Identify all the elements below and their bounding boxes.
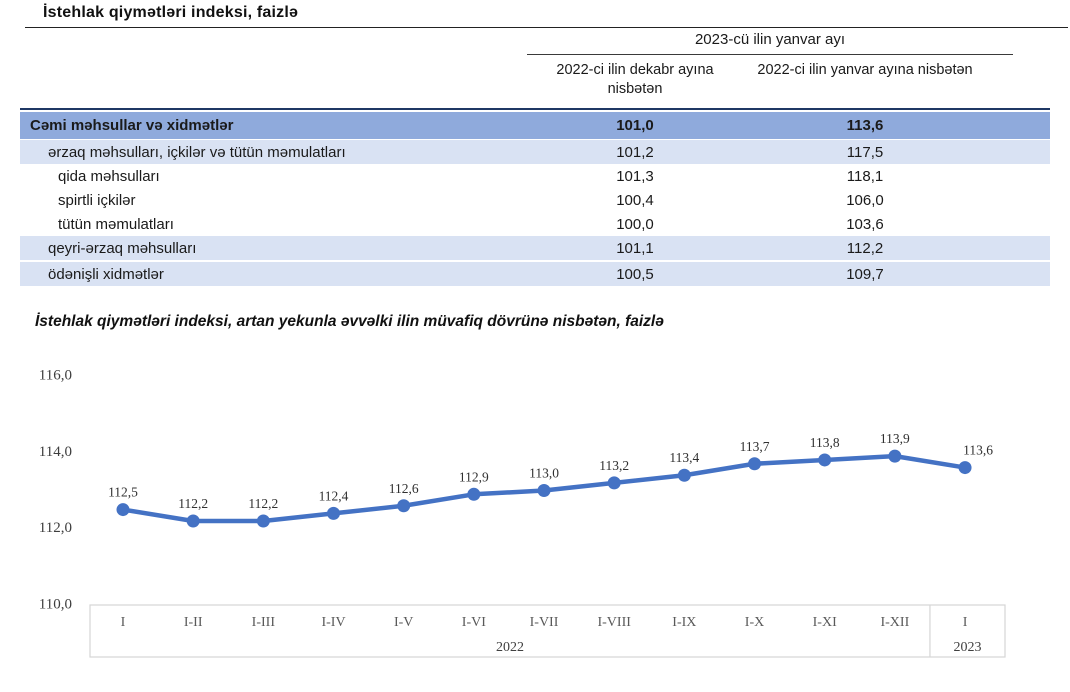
- x-axis-label: I-VI: [462, 615, 486, 630]
- row-value: 100,0: [616, 215, 654, 233]
- data-label: 112,5: [108, 485, 138, 500]
- row-label: ərzaq məhsulları, içkilər və tütün məmul…: [48, 143, 346, 161]
- chart-area: 110,0 112,0 114,0 116,0 I I-II I-III I-IV I-V I-V…: [0, 360, 1070, 692]
- x-axis-label: I-XI: [813, 615, 837, 630]
- row-label: spirtli içkilər: [58, 191, 136, 209]
- table-row: qeyri-ərzaq məhsulları 101,1 112,2: [20, 236, 1050, 260]
- x-axis-label: I-VII: [530, 615, 559, 630]
- row-label: Cəmi məhsullar və xidmətlər: [30, 117, 234, 134]
- title-underline: [25, 27, 1068, 28]
- x-axis-label: I-VIII: [597, 615, 631, 630]
- data-label: 113,6: [963, 443, 993, 458]
- data-point: [958, 461, 972, 475]
- data-label: 113,0: [529, 465, 559, 480]
- x-axis-label: I-III: [252, 615, 276, 630]
- row-value: 106,0: [846, 191, 884, 209]
- y-axis-label: 116,0: [39, 367, 72, 383]
- data-point: [397, 499, 411, 513]
- data-point: [256, 514, 270, 528]
- x-axis-label: I-II: [184, 615, 203, 630]
- data-point: [607, 476, 621, 490]
- row-value: 100,5: [616, 265, 654, 283]
- chart-title: İstehlak qiymətləri indeksi, artan yekun…: [35, 313, 664, 330]
- row-value: 118,1: [846, 167, 884, 185]
- row-label: qida məhsulları: [58, 167, 160, 185]
- row-label: qeyri-ərzaq məhsulları: [48, 239, 197, 257]
- x-axis-label: I-IX: [672, 615, 696, 630]
- table-row: ödənişli xidmətlər 100,5 109,7: [20, 262, 1050, 286]
- x-axis-label: I: [121, 615, 126, 630]
- row-value: 101,0: [616, 117, 654, 134]
- row-value: 113,6: [846, 117, 884, 134]
- data-point: [186, 514, 200, 528]
- data-point: [818, 453, 832, 467]
- x-axis-year-2022: 2022: [496, 640, 524, 655]
- table-row: Cəmi məhsullar və xidmətlər 101,0 113,6: [20, 112, 1050, 139]
- data-point: [677, 468, 691, 482]
- table-column-headers: 2022-ci ilin dekabr ayına nisbətən 2022-…: [527, 61, 1013, 99]
- x-axis-label: I-X: [745, 615, 764, 630]
- column-header-december: 2022-ci ilin dekabr ayına nisbətən: [556, 62, 714, 97]
- column-header-january: 2022-ci ilin yanvar ayına nisbətən: [757, 62, 973, 78]
- y-axis-label: 112,0: [39, 520, 72, 536]
- x-axis-year-2023: 2023: [953, 640, 981, 655]
- row-value: 100,4: [616, 191, 654, 209]
- table-row: spirtli içkilər 100,4 106,0: [20, 188, 1050, 212]
- data-point: [467, 487, 481, 501]
- data-label: 113,9: [880, 431, 910, 446]
- x-axis-label: I-XII: [880, 615, 909, 630]
- data-point: [748, 457, 762, 471]
- table-top-rule: [20, 108, 1050, 111]
- data-label: 113,8: [810, 435, 840, 450]
- table-row: ərzaq məhsulları, içkilər və tütün məmul…: [20, 140, 1050, 164]
- row-value: 109,7: [846, 265, 884, 283]
- data-label: 113,2: [599, 458, 629, 473]
- row-value: 101,1: [616, 239, 654, 257]
- chart-svg: 110,0 112,0 114,0 116,0 I I-II I-III I-IV I-V I-V…: [39, 367, 1006, 658]
- y-axis-label: 114,0: [39, 444, 72, 460]
- table-row: tütün məmulatları 100,0 103,6: [20, 212, 1050, 236]
- row-value: 117,5: [846, 143, 884, 161]
- table-group-header: 2023-cü ilin yanvar ayı: [527, 31, 1013, 55]
- row-value: 101,2: [616, 143, 654, 161]
- row-value: 101,3: [616, 167, 654, 185]
- x-axis-label: I-V: [394, 615, 413, 630]
- row-value: 112,2: [846, 239, 884, 257]
- x-axis-box: [89, 604, 1006, 658]
- y-axis-label: 110,0: [39, 596, 72, 612]
- data-point: [116, 503, 130, 517]
- data-label: 112,6: [389, 481, 419, 496]
- row-value: 103,6: [846, 215, 884, 233]
- row-label: tütün məmulatları: [58, 215, 174, 233]
- data-label: 112,4: [319, 488, 349, 503]
- data-point: [888, 449, 902, 463]
- x-axis-label: I-IV: [321, 615, 345, 630]
- data-label: 113,4: [669, 450, 699, 465]
- x-axis-label: I: [963, 615, 968, 630]
- table-body: Cəmi məhsullar və xidmətlər 101,0 113,6 ərz…: [20, 112, 1050, 286]
- data-label: 113,7: [740, 439, 770, 454]
- page-title: İstehlak qiymətləri indeksi, faizlə: [43, 4, 299, 21]
- data-label: 112,2: [178, 496, 208, 511]
- data-label: 112,2: [248, 496, 278, 511]
- row-label: ödənişli xidmətlər: [48, 265, 164, 283]
- data-point: [537, 483, 551, 497]
- table-row: qida məhsulları 101,3 118,1: [20, 164, 1050, 188]
- data-label: 112,9: [459, 469, 489, 484]
- data-point: [327, 506, 341, 520]
